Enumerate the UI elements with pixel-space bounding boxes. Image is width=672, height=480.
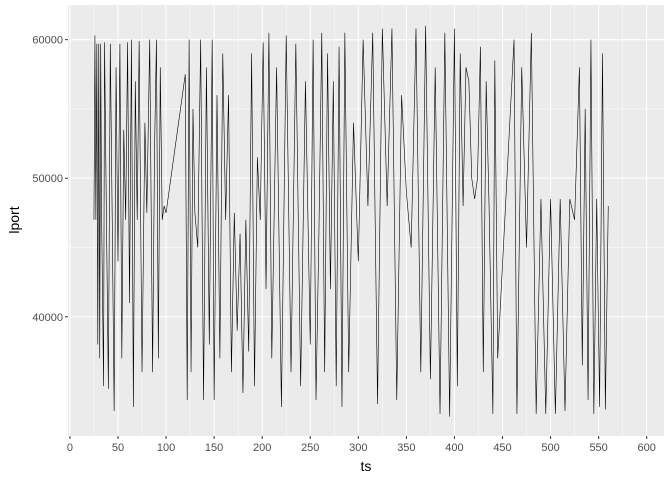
panel (68, 5, 664, 436)
x-tick-label: 100 (157, 442, 175, 454)
y-tick-label: 50000 (32, 173, 63, 185)
y-axis-title: lport (6, 206, 22, 233)
x-tick-label: 350 (397, 442, 415, 454)
x-axis-title: ts (361, 458, 372, 474)
y-tick-label: 60000 (32, 35, 63, 47)
x-tick-label: 600 (638, 442, 656, 454)
y-tick-label: 40000 (32, 312, 63, 324)
x-tick-label: 0 (67, 442, 73, 454)
x-tick-label: 400 (445, 442, 463, 454)
x-tick-label: 200 (253, 442, 271, 454)
x-tick-label: 300 (349, 442, 367, 454)
x-tick-label: 250 (301, 442, 319, 454)
x-tick-label: 550 (589, 442, 607, 454)
data-line (93, 25, 609, 417)
x-tick-label: 50 (112, 442, 124, 454)
x-tick-label: 500 (541, 442, 559, 454)
x-tick-label: 450 (493, 442, 511, 454)
x-tick-label: 150 (205, 442, 223, 454)
